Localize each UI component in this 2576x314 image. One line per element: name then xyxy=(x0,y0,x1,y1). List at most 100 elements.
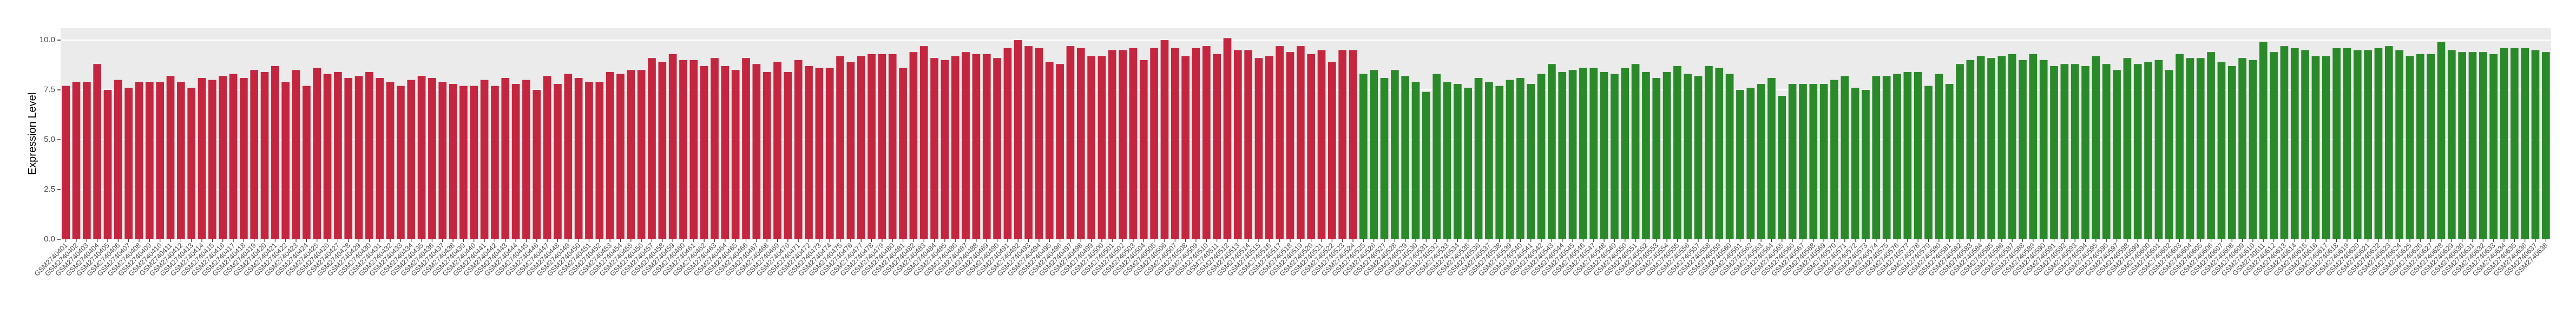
bar xyxy=(156,82,165,239)
bar xyxy=(1349,50,1357,240)
bar xyxy=(1872,76,1881,239)
bar xyxy=(271,66,279,239)
bar xyxy=(1035,48,1043,239)
bar xyxy=(397,86,405,239)
bar xyxy=(1181,56,1190,240)
bar xyxy=(1464,88,1473,239)
bar xyxy=(1767,77,1776,239)
bar xyxy=(731,70,740,239)
bar xyxy=(574,77,583,239)
bar xyxy=(1830,80,1838,239)
bar xyxy=(1139,60,1148,240)
bar xyxy=(407,80,416,239)
bar xyxy=(1662,71,1671,239)
bar xyxy=(2531,50,2540,240)
bar xyxy=(1380,77,1389,239)
bar xyxy=(888,54,897,239)
bar xyxy=(1694,76,1703,239)
bar xyxy=(303,86,311,239)
bar xyxy=(1966,60,1975,240)
bar xyxy=(2384,46,2393,239)
bar xyxy=(2510,48,2519,239)
bar xyxy=(763,71,771,239)
bar xyxy=(1893,74,1901,240)
bar xyxy=(2238,58,2246,239)
bar xyxy=(1401,76,1410,239)
bar xyxy=(281,82,290,239)
bar xyxy=(1045,62,1054,239)
bar xyxy=(2019,60,2027,240)
bar xyxy=(1997,56,2006,240)
bar xyxy=(1914,71,1922,239)
bar xyxy=(2395,50,2403,240)
bar xyxy=(124,88,133,239)
bar xyxy=(2176,54,2184,239)
bar xyxy=(1976,56,1985,240)
bar xyxy=(1568,70,1577,239)
bar xyxy=(1474,77,1483,239)
bar xyxy=(857,56,865,240)
bar xyxy=(2541,52,2550,239)
bar xyxy=(72,82,81,239)
bar xyxy=(240,77,248,239)
bar xyxy=(1746,88,1755,239)
bar xyxy=(627,70,635,239)
bar xyxy=(82,82,91,239)
bar xyxy=(951,56,960,240)
bar xyxy=(2123,58,2132,239)
bar xyxy=(1276,46,1284,239)
bar xyxy=(1600,71,1608,239)
bar xyxy=(2332,48,2341,239)
bar xyxy=(2447,50,2456,240)
bar xyxy=(1652,77,1661,239)
bar xyxy=(2521,48,2529,239)
bar xyxy=(2249,60,2257,240)
bar xyxy=(2227,66,2236,239)
bar xyxy=(899,68,907,240)
bar xyxy=(229,74,238,240)
bar xyxy=(323,74,332,240)
bar xyxy=(1202,46,1211,239)
y-tick-label: 2.5 xyxy=(44,185,55,194)
bar xyxy=(1715,68,1724,240)
bar xyxy=(428,77,436,239)
bar xyxy=(198,77,206,239)
bar xyxy=(1757,84,1765,240)
bar xyxy=(1422,91,1430,240)
bar xyxy=(1903,71,1912,239)
bar xyxy=(533,90,541,239)
bar xyxy=(1642,71,1650,239)
bar xyxy=(1296,46,1305,239)
bar xyxy=(637,70,646,239)
bar xyxy=(784,71,792,239)
bar xyxy=(219,76,227,239)
bar xyxy=(511,84,520,240)
bar xyxy=(2322,56,2330,240)
bar xyxy=(689,60,698,240)
bar xyxy=(1076,48,1085,239)
bar xyxy=(2029,54,2038,239)
bar xyxy=(700,66,708,239)
bar xyxy=(1516,77,1524,239)
bar xyxy=(1108,50,1116,240)
bar xyxy=(2207,52,2215,239)
bar xyxy=(1882,76,1891,239)
bar xyxy=(878,54,886,239)
bar xyxy=(742,58,750,239)
bar xyxy=(1129,48,1138,239)
bar xyxy=(1841,76,1849,239)
bar xyxy=(1192,48,1200,239)
bar xyxy=(825,68,834,240)
bar xyxy=(668,54,677,239)
bar xyxy=(2270,52,2278,239)
bar xyxy=(354,76,363,239)
bar xyxy=(2165,70,2173,239)
bar xyxy=(815,68,824,240)
bar xyxy=(2102,64,2111,240)
bar xyxy=(260,71,269,239)
bar xyxy=(1673,66,1681,239)
bar xyxy=(1171,48,1179,239)
bar xyxy=(93,64,102,240)
bar xyxy=(1705,66,1713,239)
